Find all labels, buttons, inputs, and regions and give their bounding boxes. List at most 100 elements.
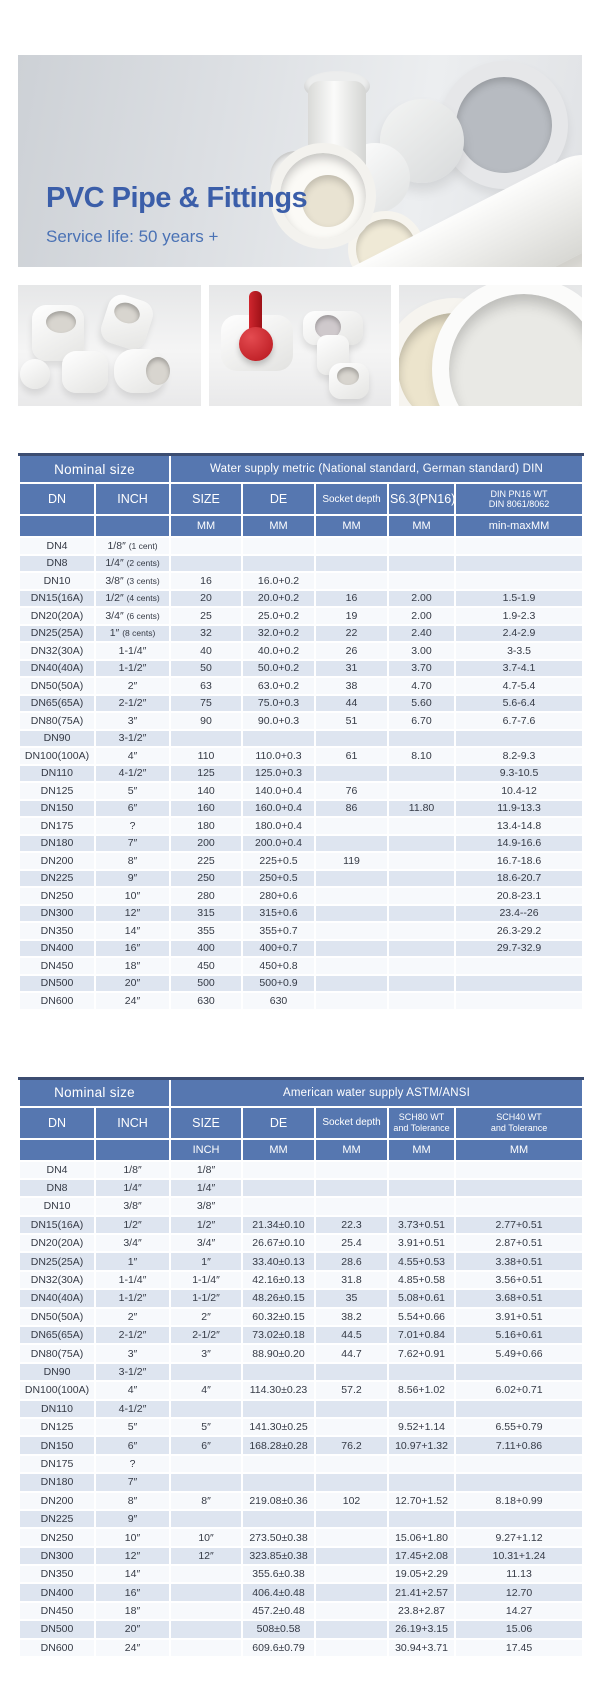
table-cell: 400 [169,938,244,958]
table-cell: 20.0+0.2 [241,588,317,608]
table-row: DN40(40A) 1-1/2″ 50 50.0+0.2 31 3.70 3.7-4.1 [18,658,585,678]
table-cell: 180.0+0.4 [241,816,317,836]
table-cell: 90 [169,711,244,731]
unit-header [18,514,96,538]
table-cell: 11.9-13.3 [454,798,585,818]
table-cell: 3.91+0.51 [387,1233,457,1254]
column-header: SCH80 WT and Tolerance [387,1105,457,1140]
table-cell [314,1159,390,1180]
table-cell: 3.70 [387,658,457,678]
table-cell [169,1453,244,1475]
table-row: DN350 14″ 355.6±0.38 19.05+2.29 11.13 [18,1564,585,1585]
table-cell: 280+0.6 [241,886,317,906]
table-cell: 8.56+1.02 [387,1380,457,1401]
table-cell: 8″ [93,1490,172,1511]
column-header: Socket depth [314,1105,390,1140]
table-cell: 250+0.5 [241,868,317,888]
column-header: DN [18,1105,96,1140]
table-cell: 20″ [93,1619,172,1640]
table-cell: 4-1/2″ [93,763,172,783]
table-cell: 17.45+2.08 [387,1545,457,1567]
product-page: PVC Pipe & Fittings Service life: 50 yea… [0,55,600,1688]
table-cell [314,1582,390,1603]
table-cell [454,1508,585,1530]
table-row: DN25(25A) 1″ 1″ 33.40±0.13 28.6 4.55+0.53 3.38… [18,1251,585,1272]
table-cell [169,1472,244,1493]
table-cell: 3″ [93,1343,172,1364]
table-cell: 3.38+0.51 [454,1251,585,1272]
table-cell [169,1582,244,1603]
table-cell: 200.0+0.4 [241,833,317,853]
table-cell: DN450 [18,1600,96,1622]
table-cell: 7″ [93,1472,172,1493]
table-cell: 76 [314,781,390,801]
table-cell [387,1398,457,1419]
table-cell: 140.0+0.4 [241,781,317,801]
table-cell [314,816,390,836]
table-cell: DN40(40A) [18,658,96,678]
table-cell: DN200 [18,1490,96,1511]
table-cell [314,921,390,941]
table-cell: 22.3 [314,1214,390,1236]
table-cell: DN65(65A) [18,693,96,713]
table-cell [241,553,317,573]
table-row: DN20(20A) 3/4″ 3/4″ 26.67±0.10 25.4 3.91+0.51… [18,1233,585,1254]
table-cell: 57.2 [314,1380,390,1401]
table-cell [314,1637,390,1659]
table-cell [387,553,457,573]
hero-subtitle: Service life: 50 years + [46,227,219,246]
table-cell [387,1472,457,1493]
table-cell: 14″ [93,1564,172,1585]
table-cell: 33.40±0.13 [241,1251,317,1272]
column-header: DIN PN16 WT DIN 8061/8062 [454,482,585,516]
table-cell [387,1159,457,1180]
table-row: DN250 10″ 10″ 273.50±0.38 15.06+1.80 9.27+1.1… [18,1527,585,1548]
table-row: DN150 6″ 6″ 168.28±0.28 76.2 10.97+1.32 7.11+0… [18,1435,585,1456]
table-cell [387,851,457,871]
table-cell: 12″ [93,1545,172,1567]
table-cell: DN20(20A) [18,1233,96,1254]
table-cell: 5.16+0.61 [454,1324,585,1346]
table-cell: DN180 [18,833,96,853]
group-header-standard: Water supply metric (National standard, … [169,453,585,484]
table-cell: 40.0+0.2 [241,641,317,661]
table-cell [314,536,390,556]
table-cell: 16.0+0.2 [241,571,317,591]
table-cell: 5.08+0.61 [387,1288,457,1309]
table-cell [454,956,585,976]
table-cell: 4″ [93,1380,172,1401]
table-cell [314,886,390,906]
table-cell: DN10 [18,1196,96,1217]
table-cell: 500+0.9 [241,973,317,993]
table-cell [387,1453,457,1475]
table-cell: 18″ [93,956,172,976]
table-row: DN100(100A) 4″ 4″ 114.30±0.23 57.2 8.56+1.02 6… [18,1380,585,1401]
table-cell: 8″ [169,1490,244,1511]
table-cell: 19 [314,606,390,626]
table-row: DN300 12″ 12″ 323.85±0.38 17.45+2.08 10.31+1.… [18,1545,585,1567]
table-cell: 5″ [169,1416,244,1438]
table-cell: 75.0+0.3 [241,693,317,713]
table-cell: 25 [169,606,244,626]
table-cell: 8.2-9.3 [454,746,585,766]
table-cell: DN225 [18,868,96,888]
table-row: DN200 8″ 8″ 219.08±0.36 102 12.70+1.52 8.18+0.… [18,1490,585,1511]
table-cell: DN40(40A) [18,1288,96,1309]
table-row: DN100(100A) 4″ 110 110.0+0.3 61 8.10 8.2-9.3 [18,746,585,766]
unit-header: MM [387,514,457,538]
table-cell: 3.00 [387,641,457,661]
column-header: DN [18,482,96,516]
table-cell: 12.70 [454,1582,585,1603]
unit-header [93,1137,172,1162]
adapter-fitting-illustration [336,367,359,385]
table-cell [169,1398,244,1419]
elbow-fitting-illustration [46,311,76,333]
table-cell: 280 [169,886,244,906]
table-cell [387,1177,457,1199]
table-cell: 2″ [169,1306,244,1328]
table-cell [454,571,585,591]
table-row: DN20(20A) 3/4″ (6 cents) 25 25.0+0.2 19 2.00 1… [18,606,585,626]
table-cell: 1″ [93,1251,172,1272]
column-header: INCH [93,482,172,516]
table-cell [454,1196,585,1217]
